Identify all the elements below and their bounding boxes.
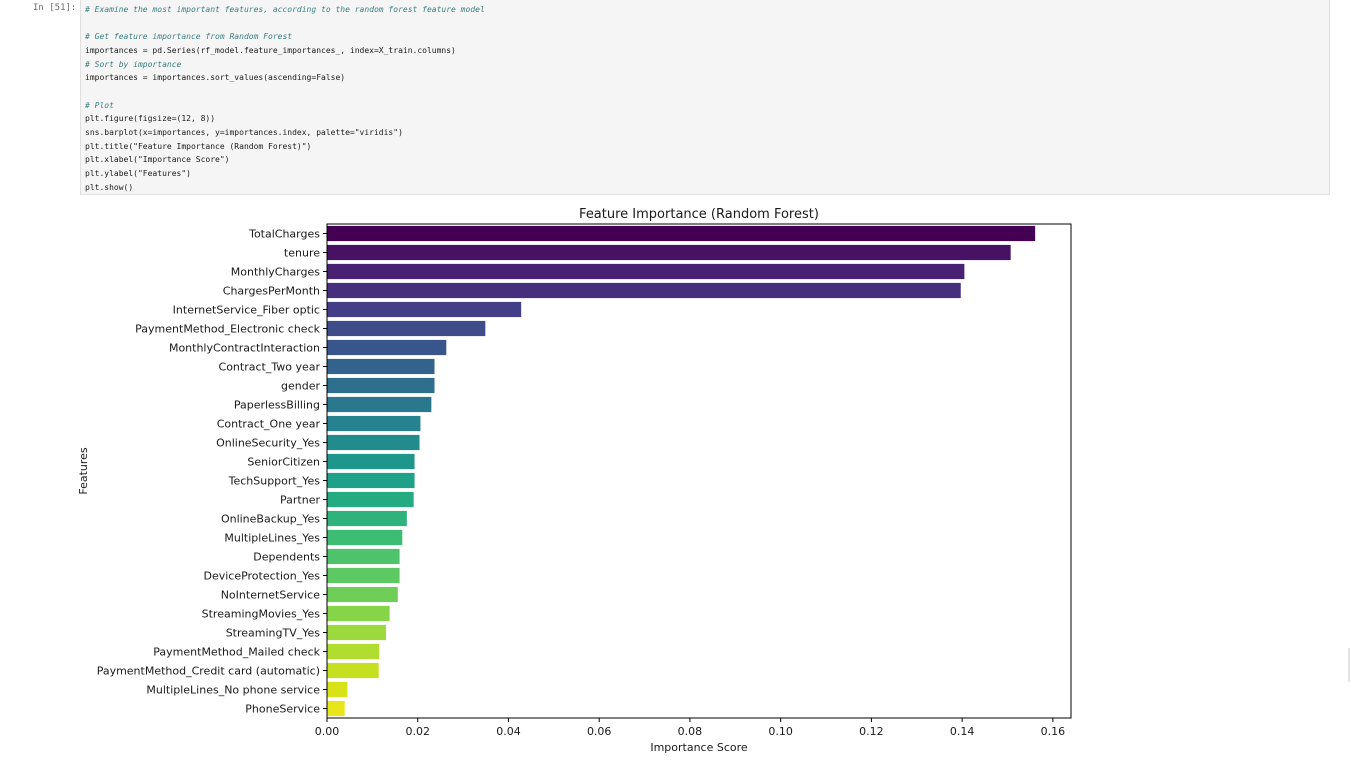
bar xyxy=(327,681,348,698)
bar xyxy=(327,453,415,470)
bar xyxy=(327,643,380,660)
x-tick-label: 0.06 xyxy=(587,725,612,738)
bar xyxy=(327,548,400,565)
y-tick-label: OnlineSecurity_Yes xyxy=(216,437,320,450)
bar xyxy=(327,700,345,717)
x-tick-label: 0.00 xyxy=(315,725,340,738)
y-tick-label: Contract_Two year xyxy=(219,361,321,374)
code-line: # Plot xyxy=(85,100,114,110)
y-tick-label: ChargesPerMonth xyxy=(223,285,320,298)
bar xyxy=(327,491,414,508)
code-line: # Sort by importance xyxy=(85,59,182,69)
bar xyxy=(327,320,486,337)
y-tick-label: PaymentMethod_Mailed check xyxy=(153,646,320,659)
y-axis-label: Features xyxy=(77,447,90,495)
x-tick-label: 0.02 xyxy=(405,725,430,738)
code-line: sns.barplot(x=importances, y=importances… xyxy=(85,127,403,137)
code-line: plt.ylabel("Features") xyxy=(85,168,191,178)
y-tick-label: tenure xyxy=(284,247,320,260)
bar xyxy=(327,434,420,451)
y-tick-label: SeniorCitizen xyxy=(247,456,320,469)
bar xyxy=(327,662,379,679)
chart-title: Feature Importance (Random Forest) xyxy=(579,207,819,222)
y-tick-label: Dependents xyxy=(253,551,320,564)
y-tick-label: DeviceProtection_Yes xyxy=(203,570,320,583)
code-line: plt.title("Feature Importance (Random Fo… xyxy=(85,141,312,151)
bar xyxy=(327,282,961,299)
x-axis-label: Importance Score xyxy=(650,741,748,754)
y-tick-label: NoInternetService xyxy=(221,589,321,602)
y-tick-label: MonthlyContractInteraction xyxy=(169,342,320,355)
bar xyxy=(327,567,400,584)
bar xyxy=(327,586,398,603)
y-tick-label: gender xyxy=(281,380,320,393)
bar xyxy=(327,301,522,318)
bar xyxy=(327,605,390,622)
y-tick-label: InternetService_Fiber optic xyxy=(173,304,320,317)
y-tick-label: PhoneService xyxy=(245,703,320,716)
y-tick-label: OnlineBackup_Yes xyxy=(221,513,320,526)
y-tick-label: PaymentMethod_Credit card (automatic) xyxy=(97,665,320,678)
x-tick-label: 0.12 xyxy=(859,725,884,738)
bar xyxy=(327,358,435,375)
bar xyxy=(327,244,1011,261)
plot-frame xyxy=(326,223,1072,719)
bar xyxy=(327,339,447,356)
code-line: # Get feature importance from Random For… xyxy=(85,32,293,42)
bar xyxy=(327,377,435,394)
x-tick-label: 0.16 xyxy=(1041,725,1066,738)
y-tick-label: MonthlyCharges xyxy=(231,266,321,279)
bar xyxy=(327,624,386,641)
bar xyxy=(327,263,965,280)
cell-prompt: In [51]: xyxy=(33,3,77,13)
y-tick-label: MultipleLines_No phone service xyxy=(146,684,320,697)
feature-importance-chart: Feature Importance (Random Forest) Total… xyxy=(77,207,1072,754)
y-tick-label: TotalCharges xyxy=(248,228,320,241)
scrollbar-thumb[interactable] xyxy=(1348,648,1350,682)
y-tick-label: StreamingTV_Yes xyxy=(226,627,321,640)
code-line: plt.figure(figsize=(12, 8)) xyxy=(85,114,216,124)
bar xyxy=(327,396,432,413)
code-line: # Examine the most important features, a… xyxy=(85,5,485,14)
y-tick-label: Contract_One year xyxy=(217,418,321,431)
code-editor[interactable]: # Examine the most important features, a… xyxy=(85,3,485,194)
x-tick-label: 0.04 xyxy=(496,725,521,738)
x-tick-label: 0.10 xyxy=(768,725,793,738)
y-tick-label: PaperlessBilling xyxy=(234,399,320,412)
bar xyxy=(327,510,407,527)
bar xyxy=(327,472,415,489)
x-tick-label: 0.14 xyxy=(950,725,975,738)
bar xyxy=(327,415,421,432)
y-tick-label: TechSupport_Yes xyxy=(228,475,321,488)
code-cell[interactable]: # Examine the most important features, a… xyxy=(80,0,1330,195)
bar xyxy=(327,225,1036,242)
y-tick-label: MultipleLines_Yes xyxy=(224,532,320,545)
y-tick-label: PaymentMethod_Electronic check xyxy=(135,323,320,336)
code-line: importances = importances.sort_values(as… xyxy=(85,73,346,83)
code-line: plt.show() xyxy=(85,182,134,192)
bar xyxy=(327,529,403,546)
y-tick-label: Partner xyxy=(280,494,320,507)
x-tick-label: 0.08 xyxy=(678,725,703,738)
y-tick-label: StreamingMovies_Yes xyxy=(202,608,321,621)
code-line: plt.xlabel("Importance Score") xyxy=(85,155,230,165)
code-line: importances = pd.Series(rf_model.feature… xyxy=(85,45,456,55)
